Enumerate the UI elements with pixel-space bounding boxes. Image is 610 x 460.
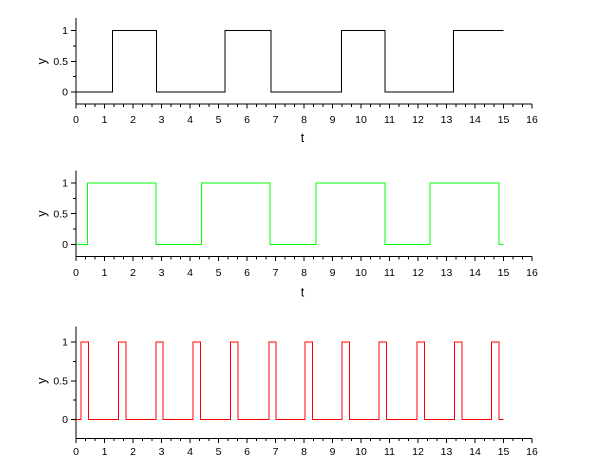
x-tick-label: 6 bbox=[244, 267, 250, 279]
x-tick-label: 12 bbox=[412, 114, 424, 126]
square-wave-green bbox=[76, 182, 504, 245]
x-tick-label: 16 bbox=[526, 267, 538, 279]
square-wave-black bbox=[76, 30, 504, 93]
x-tick-label: 15 bbox=[498, 114, 510, 126]
x-tick-label: 9 bbox=[330, 267, 336, 279]
x-tick-label: 2 bbox=[130, 446, 136, 458]
x-tick-label: 13 bbox=[441, 446, 453, 458]
x-tick-label: 11 bbox=[384, 446, 395, 458]
x-tick-label: 9 bbox=[330, 446, 336, 458]
x-tick-label: 4 bbox=[187, 114, 193, 126]
x-tick-label: 7 bbox=[273, 114, 279, 126]
x-tick-label: 1 bbox=[102, 446, 108, 458]
y-tick-label: 0 bbox=[62, 87, 68, 99]
x-tick-label: 8 bbox=[301, 267, 307, 279]
x-tick-label: 11 bbox=[384, 114, 395, 126]
y-tick-label: 0.5 bbox=[53, 375, 68, 387]
x-axis-label: t bbox=[301, 131, 305, 145]
x-tick-label: 14 bbox=[469, 114, 481, 126]
y-tick-label: 1 bbox=[62, 178, 68, 190]
x-tick-label: 12 bbox=[412, 267, 424, 279]
x-tick-label: 15 bbox=[498, 446, 510, 458]
x-tick-label: 8 bbox=[301, 446, 307, 458]
x-tick-label: 3 bbox=[159, 114, 165, 126]
x-tick-label: 5 bbox=[216, 446, 222, 458]
x-tick-label: 15 bbox=[498, 267, 510, 279]
x-tick-label: 6 bbox=[244, 446, 250, 458]
x-tick-label: 10 bbox=[355, 267, 367, 279]
x-tick-label: 14 bbox=[469, 267, 481, 279]
x-tick-label: 16 bbox=[526, 114, 538, 126]
x-tick-label: 3 bbox=[159, 267, 165, 279]
x-axis-label: t bbox=[301, 286, 305, 300]
x-tick-label: 2 bbox=[130, 267, 136, 279]
x-tick-label: 0 bbox=[73, 114, 79, 126]
x-tick-label: 8 bbox=[301, 114, 307, 126]
x-tick-label: 6 bbox=[244, 114, 250, 126]
y-tick-label: 0.5 bbox=[53, 208, 68, 220]
x-tick-label: 4 bbox=[187, 446, 193, 458]
y-axis-label: y bbox=[35, 210, 49, 217]
x-tick-label: 7 bbox=[273, 446, 279, 458]
x-tick-label: 3 bbox=[159, 446, 165, 458]
y-tick-label: 0 bbox=[62, 239, 68, 251]
y-axis-label: y bbox=[35, 57, 49, 64]
x-tick-label: 7 bbox=[273, 267, 279, 279]
y-tick-label: 1 bbox=[62, 25, 68, 37]
x-tick-label: 5 bbox=[216, 267, 222, 279]
x-tick-label: 4 bbox=[187, 267, 193, 279]
x-tick-label: 0 bbox=[73, 446, 79, 458]
x-tick-label: 5 bbox=[216, 114, 222, 126]
x-tick-label: 2 bbox=[130, 114, 136, 126]
x-tick-label: 10 bbox=[355, 446, 367, 458]
y-tick-label: 0.5 bbox=[53, 56, 68, 68]
square-wave-red bbox=[76, 341, 504, 420]
x-tick-label: 9 bbox=[330, 114, 336, 126]
x-tick-label: 16 bbox=[526, 446, 538, 458]
x-tick-label: 14 bbox=[469, 446, 481, 458]
x-tick-label: 1 bbox=[102, 267, 108, 279]
x-tick-label: 10 bbox=[355, 114, 367, 126]
x-tick-label: 13 bbox=[441, 267, 453, 279]
x-tick-label: 12 bbox=[412, 446, 424, 458]
x-tick-label: 1 bbox=[102, 114, 108, 126]
x-tick-label: 0 bbox=[73, 267, 79, 279]
y-tick-label: 0 bbox=[62, 414, 68, 426]
x-tick-label: 13 bbox=[441, 114, 453, 126]
y-axis-label: y bbox=[35, 377, 49, 384]
x-tick-label: 11 bbox=[384, 267, 395, 279]
y-tick-label: 1 bbox=[62, 337, 68, 349]
